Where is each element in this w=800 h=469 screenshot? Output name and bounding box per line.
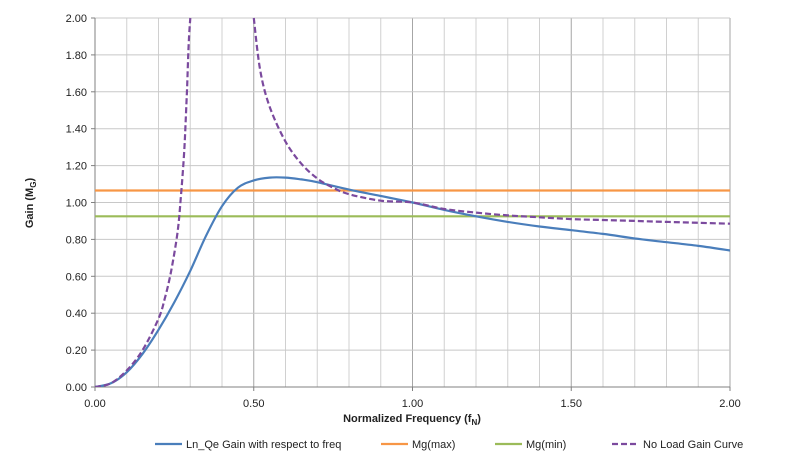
x-tick-label: 0.50: [243, 398, 264, 410]
y-tick-label: 1.40: [66, 124, 87, 136]
series-line-0: [95, 176, 730, 387]
y-tick-label: 0.80: [66, 234, 87, 246]
series-lines: [95, 17, 730, 387]
legend-label-3: No Load Gain Curve: [643, 439, 743, 451]
y-axis-title: Gain (MG): [24, 178, 38, 229]
x-axis-title: Normalized Frequency (fN): [343, 413, 481, 427]
y-tick-label: 2.00: [66, 13, 87, 25]
y-tick-label: 0.40: [66, 308, 87, 320]
y-tick-label: 1.80: [66, 50, 87, 62]
legend-label-2: Mg(min): [526, 439, 566, 451]
axes: [91, 17, 731, 391]
legend-label-0: Ln_Qe Gain with respect to freq: [186, 439, 341, 451]
x-tick-label: 1.00: [402, 398, 423, 410]
y-tick-label: 1.20: [66, 161, 87, 173]
y-tick-label: 1.00: [66, 198, 87, 210]
x-tick-label: 0.00: [84, 398, 105, 410]
y-tick-label: 0.00: [66, 382, 87, 394]
x-tick-label: 2.00: [719, 398, 740, 410]
legend-label-1: Mg(max): [412, 439, 455, 451]
tick-labels: 0.00 0.20 0.40 0.60 0.80 1.00 1.20 1.40 1.60 1.80…: [66, 13, 741, 410]
y-tick-label: 1.60: [66, 87, 87, 99]
series-line-3: [95, 17, 192, 387]
x-tick-label: 1.50: [561, 398, 582, 410]
y-tick-label: 0.20: [66, 345, 87, 357]
legend: Ln_Qe Gain with respect to freq Mg(max) Mg…: [155, 439, 743, 451]
series-line-3: [252, 17, 730, 225]
y-tick-label: 0.60: [66, 271, 87, 283]
